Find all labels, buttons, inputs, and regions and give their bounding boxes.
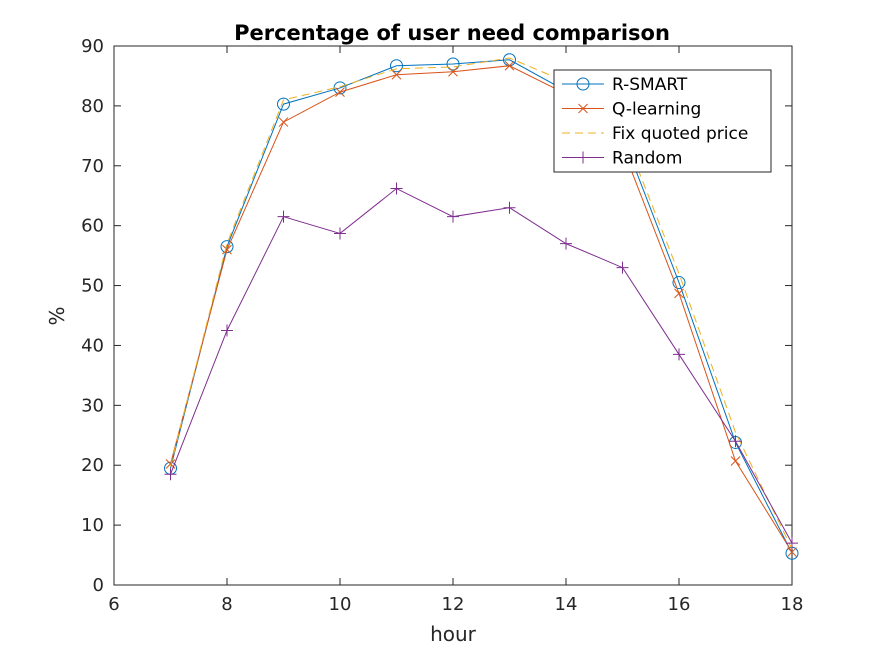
data-point-random <box>786 537 798 550</box>
data-point-q-learning <box>674 288 684 299</box>
x-tick-label: 6 <box>108 594 119 615</box>
data-point-random <box>673 348 685 361</box>
y-tick-label: 80 <box>81 96 104 117</box>
x-tick-label: 18 <box>781 594 804 615</box>
legend-label: Q-learning <box>612 100 701 120</box>
data-point-random <box>390 182 403 195</box>
x-tick-label: 8 <box>221 594 232 615</box>
x-tick-label: 16 <box>668 594 691 615</box>
data-point-random <box>729 435 742 448</box>
data-point-q-learning <box>278 117 289 127</box>
y-tick-label: 30 <box>81 395 104 416</box>
data-point-r-smart <box>672 276 686 290</box>
data-point-random <box>616 261 629 274</box>
legend-marker <box>577 151 589 164</box>
data-point-r-smart <box>277 97 290 111</box>
data-point-random <box>447 210 459 223</box>
legend-entry-r-smart: R-SMART <box>562 75 688 95</box>
y-axis: 0 10 20 30 40 50 60 70 80 90 <box>81 36 792 596</box>
data-point-random <box>560 237 572 250</box>
data-point-random <box>221 324 233 337</box>
y-axis-title: % <box>45 306 69 325</box>
series-line-fix-quoted-price <box>170 57 793 550</box>
series-layer <box>164 53 799 560</box>
legend-label: R-SMART <box>612 75 688 95</box>
data-point-q-learning <box>391 69 402 80</box>
series-line-r-smart <box>170 59 793 554</box>
y-tick-label: 60 <box>81 216 104 237</box>
legend-label: Random <box>612 149 682 169</box>
data-point-q-learning <box>335 87 345 97</box>
data-point-q-learning <box>504 60 515 71</box>
x-axis-title: hour <box>430 622 477 646</box>
data-point-random <box>503 201 516 214</box>
y-tick-label: 90 <box>81 36 104 57</box>
y-tick-label: 50 <box>81 276 104 297</box>
series-fix-quoted-price <box>170 57 793 550</box>
legend-marker <box>578 103 588 114</box>
series-line-random <box>170 187 793 544</box>
y-tick-label: 70 <box>81 156 104 177</box>
data-point-q-learning <box>787 547 797 557</box>
data-point-q-learning <box>448 66 458 77</box>
legend-entry-random: Random <box>562 149 682 169</box>
data-point-r-smart <box>390 59 403 73</box>
legend-entry-q-learning: Q-learning <box>562 100 701 120</box>
legend-entry-fix-quoted-price: Fix quoted price <box>562 124 748 144</box>
y-tick-label: 40 <box>81 335 104 356</box>
data-point-q-learning <box>730 456 741 466</box>
y-tick-label: 0 <box>93 575 104 596</box>
y-tick-label: 10 <box>81 515 104 536</box>
series-line-q-learning <box>170 65 793 553</box>
chart-title: Percentage of user need comparison <box>234 21 670 45</box>
x-tick-label: 14 <box>555 594 578 615</box>
data-point-random <box>334 227 346 240</box>
legend-marker <box>576 77 590 91</box>
series-q-learning <box>165 60 797 557</box>
x-axis: 6 8 10 12 14 16 18 <box>108 46 803 615</box>
legend-label: Fix quoted price <box>612 124 748 144</box>
data-point-r-smart <box>220 240 234 254</box>
legend: R-SMART Q-learning Fix quoted price Random <box>553 69 772 173</box>
y-tick-label: 20 <box>81 455 104 476</box>
data-point-random <box>164 468 177 481</box>
legend-box <box>553 69 772 173</box>
data-point-q-learning <box>222 244 232 255</box>
data-point-random <box>277 210 290 223</box>
data-point-r-smart <box>446 57 460 71</box>
x-tick-label: 12 <box>442 594 465 615</box>
series-random <box>164 182 798 550</box>
x-tick-label: 10 <box>329 594 352 615</box>
